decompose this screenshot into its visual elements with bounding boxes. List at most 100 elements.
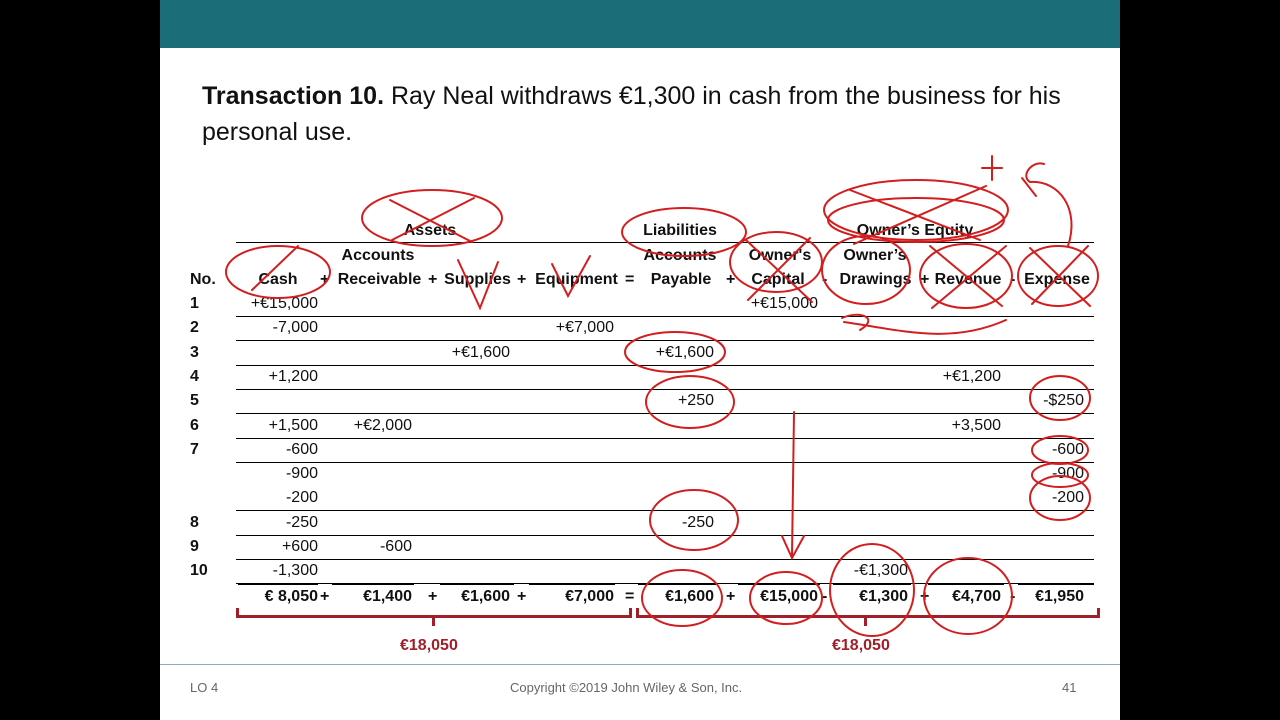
cell-cash: +600 bbox=[281, 538, 318, 555]
op-plus: + bbox=[320, 271, 330, 288]
cell-no: 2 bbox=[190, 319, 199, 336]
cell-ar: +€2,000 bbox=[353, 417, 412, 434]
op-minus: - bbox=[822, 588, 828, 605]
ink-oval-exp-7a bbox=[1031, 435, 1089, 465]
ink-oval-liabilities bbox=[621, 207, 747, 257]
total-revenue: €4,700 bbox=[952, 588, 1001, 605]
ink-oval-equity-2 bbox=[827, 197, 1005, 243]
op-plus: + bbox=[517, 588, 527, 605]
ink-arrow-head bbox=[781, 535, 805, 561]
header-liabilities: Liabilities bbox=[643, 222, 717, 239]
cell-no: 9 bbox=[190, 538, 199, 555]
cell-cash: -200 bbox=[285, 489, 318, 506]
cell-expense: -900 bbox=[1051, 465, 1084, 482]
row-rule bbox=[236, 389, 1094, 390]
ink-oval-exp-7b bbox=[1031, 462, 1089, 488]
cell-ar: -600 bbox=[379, 538, 412, 555]
total-drawings: €1,300 bbox=[859, 588, 908, 605]
title-text: Ray Neal withdraws €1,300 in cash from t… bbox=[202, 82, 1061, 146]
row-rule bbox=[236, 462, 1094, 463]
total-expense: €1,950 bbox=[1035, 588, 1084, 605]
assets-brace bbox=[236, 608, 632, 618]
row-rule bbox=[236, 559, 1094, 560]
ink-arrow-top bbox=[1021, 162, 1073, 247]
col-drawings-2: Drawings bbox=[839, 271, 912, 288]
total-rule bbox=[529, 584, 615, 585]
row-rule bbox=[236, 316, 1094, 317]
cell-no: 4 bbox=[190, 368, 199, 385]
cell-no: 7 bbox=[190, 441, 199, 458]
cell-cash: -900 bbox=[285, 465, 318, 482]
op-plus: + bbox=[726, 271, 736, 288]
cell-expense: -200 bbox=[1051, 489, 1084, 506]
total-capital: €15,000 bbox=[760, 588, 818, 605]
op-plus: + bbox=[428, 271, 438, 288]
row-rule bbox=[236, 438, 1094, 439]
total-supplies: €1,600 bbox=[461, 588, 510, 605]
total-rule bbox=[738, 584, 820, 585]
col-no: No. bbox=[190, 271, 216, 288]
cell-cash: -250 bbox=[285, 514, 318, 531]
total-ar: €1,400 bbox=[363, 588, 412, 605]
ink-cross-assets bbox=[389, 197, 475, 243]
header-rule bbox=[236, 242, 1094, 243]
cell-equipment: +€7,000 bbox=[555, 319, 614, 336]
row-rule bbox=[236, 510, 1094, 511]
col-ar-1: Accounts bbox=[341, 247, 415, 264]
cell-expense: -600 bbox=[1051, 441, 1084, 458]
ink-oval-exp-7c bbox=[1029, 475, 1091, 521]
footer-copyright: Copyright ©2019 John Wiley & Son, Inc. bbox=[510, 680, 743, 695]
ink-hook-drawings bbox=[841, 313, 870, 331]
liab-equity-brace-tick bbox=[864, 617, 867, 626]
op-plus: + bbox=[428, 588, 438, 605]
footer-page-number: 41 bbox=[1062, 680, 1077, 695]
total-ap: €1,600 bbox=[665, 588, 714, 605]
footer-lo: LO 4 bbox=[190, 680, 219, 695]
ink-plus-mark bbox=[981, 155, 1003, 181]
col-ar-2: Receivable bbox=[337, 271, 422, 288]
sum-liab-equity: €18,050 bbox=[832, 637, 890, 654]
ink-oval-drawings bbox=[821, 235, 911, 305]
op-plus: + bbox=[320, 588, 330, 605]
total-rule bbox=[1018, 584, 1094, 585]
ink-arrow-line bbox=[791, 411, 795, 557]
cell-capital: +€15,000 bbox=[750, 295, 818, 312]
op-plus: + bbox=[517, 271, 527, 288]
total-rule bbox=[638, 584, 716, 585]
row-rule bbox=[236, 535, 1094, 536]
col-ap-2: Payable bbox=[650, 271, 712, 288]
total-rule bbox=[928, 584, 1004, 585]
row-rule bbox=[236, 340, 1094, 341]
ink-oval-ap-3 bbox=[624, 331, 726, 373]
total-rule bbox=[440, 584, 514, 585]
ink-strike-cash bbox=[251, 245, 299, 291]
total-rule bbox=[238, 584, 318, 585]
ink-oval-revenue bbox=[919, 243, 1013, 309]
ink-oval-exp-5 bbox=[1029, 375, 1091, 421]
cell-drawings: -€1,300 bbox=[853, 562, 908, 579]
ink-oval-total-drawings bbox=[829, 543, 915, 637]
cell-ap: -250 bbox=[681, 514, 714, 531]
cell-no: 3 bbox=[190, 344, 199, 361]
cell-no: 10 bbox=[190, 562, 208, 579]
ink-oval-capital bbox=[729, 231, 823, 293]
ink-oval-total-revenue bbox=[923, 557, 1013, 635]
slide-title: Transaction 10. Ray Neal withdraws €1,30… bbox=[202, 78, 1082, 150]
cell-cash: +€15,000 bbox=[250, 295, 318, 312]
ink-oval-assets bbox=[361, 189, 503, 247]
ink-oval-ap-5 bbox=[645, 375, 735, 429]
ink-oval-equity bbox=[823, 179, 1009, 241]
ink-oval-total-ap bbox=[641, 569, 723, 627]
cell-supplies: +€1,600 bbox=[451, 344, 510, 361]
ink-oval-cash bbox=[225, 245, 331, 299]
row-rule bbox=[236, 413, 1094, 414]
title-bold: Transaction 10. bbox=[202, 82, 385, 110]
total-rule bbox=[332, 584, 414, 585]
cell-ap: +€1,600 bbox=[655, 344, 714, 361]
handwritten-annotations bbox=[225, 155, 1099, 637]
cell-no: 5 bbox=[190, 392, 199, 409]
row-rule bbox=[236, 365, 1094, 366]
cell-revenue: +3,500 bbox=[951, 417, 1001, 434]
ink-swoop bbox=[843, 319, 1007, 335]
ink-oval-expense bbox=[1017, 245, 1099, 307]
